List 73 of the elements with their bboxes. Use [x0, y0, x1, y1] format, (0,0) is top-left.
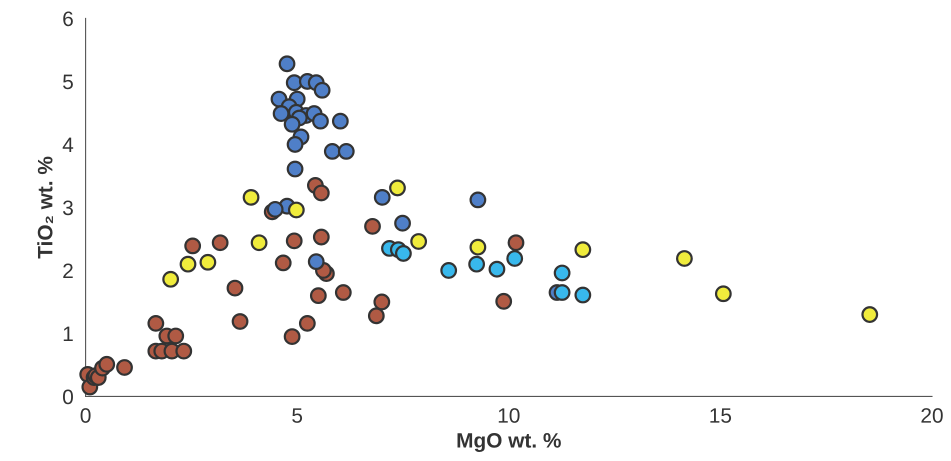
point: [284, 328, 301, 345]
x-axis-title: MgO wt. %: [458, 433, 561, 452]
point: [508, 234, 524, 252]
point: [364, 218, 381, 235]
point: [184, 237, 202, 254]
x-tick-label: 10: [498, 408, 520, 423]
y-tick-label: 6: [63, 11, 73, 26]
y-tick-label: 1: [64, 326, 73, 342]
point: [312, 112, 329, 130]
point: [180, 256, 196, 273]
point: [373, 294, 390, 310]
point: [389, 180, 406, 196]
point: [334, 284, 352, 301]
point: [374, 188, 391, 206]
point: [175, 342, 192, 360]
point: [574, 286, 592, 304]
point: [506, 250, 524, 267]
point: [495, 292, 512, 310]
point: [147, 314, 164, 332]
point: [167, 328, 184, 344]
point: [242, 188, 260, 206]
x-tick-label: 20: [921, 408, 943, 423]
point: [162, 270, 180, 288]
point: [232, 313, 248, 330]
point: [312, 184, 330, 202]
point: [332, 112, 349, 130]
point: [308, 253, 325, 270]
point: [286, 160, 304, 178]
y-tick-label: 2: [63, 263, 73, 278]
point: [440, 262, 458, 279]
y-tick-label: 5: [63, 74, 73, 90]
point: [312, 228, 330, 246]
point: [98, 356, 116, 373]
y-tick-label: 3: [62, 200, 73, 216]
point: [676, 250, 693, 267]
point: [274, 254, 292, 272]
point: [286, 232, 303, 250]
y-tick-label: 4: [62, 138, 74, 152]
point: [298, 314, 316, 332]
point: [468, 256, 486, 273]
point: [395, 245, 412, 262]
point: [250, 234, 268, 252]
point: [338, 142, 355, 160]
point: [288, 202, 305, 218]
point: [266, 200, 284, 218]
point: [278, 55, 296, 72]
x-tick-label: 5: [292, 408, 302, 423]
point: [574, 241, 592, 258]
point: [488, 260, 506, 278]
point: [554, 284, 570, 301]
point: [310, 287, 327, 304]
point: [116, 359, 133, 376]
point: [470, 238, 486, 256]
point: [212, 234, 229, 252]
point: [470, 191, 486, 208]
point: [286, 136, 304, 153]
point: [861, 306, 878, 323]
point: [226, 280, 244, 296]
point: [394, 214, 411, 232]
point: [314, 82, 331, 99]
x-tick-label: 15: [710, 408, 732, 423]
point: [324, 142, 341, 160]
y-axis-title: TiO₂ wt. %: [37, 156, 53, 259]
point: [272, 105, 290, 122]
x-tick-label: 0: [80, 408, 91, 423]
y-tick-label: 0: [63, 389, 73, 404]
point: [554, 264, 570, 282]
point: [368, 307, 385, 324]
point: [286, 74, 303, 92]
point: [200, 254, 216, 271]
point: [284, 116, 301, 133]
point: [410, 233, 428, 250]
point: [714, 285, 732, 302]
